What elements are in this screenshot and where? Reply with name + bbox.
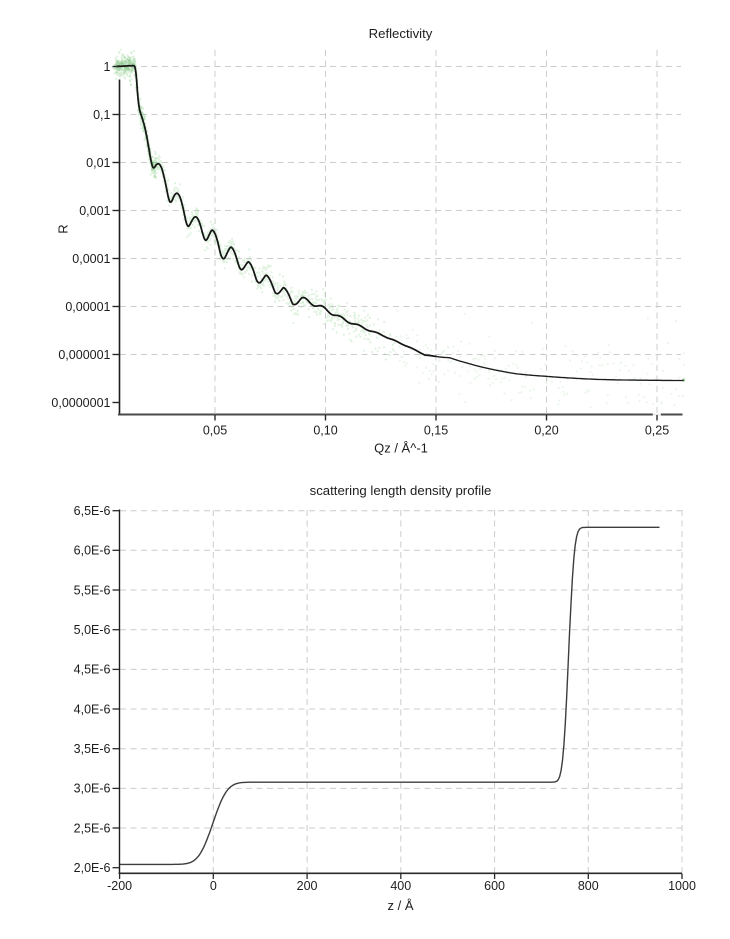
svg-text:600: 600 bbox=[484, 879, 505, 893]
svg-text:0,1: 0,1 bbox=[93, 108, 110, 122]
svg-text:Reflectivity: Reflectivity bbox=[369, 26, 433, 41]
svg-text:1: 1 bbox=[104, 60, 111, 74]
svg-text:z / Å: z / Å bbox=[387, 898, 413, 913]
svg-text:0,00001: 0,00001 bbox=[65, 300, 110, 314]
svg-text:R: R bbox=[56, 224, 71, 233]
svg-text:800: 800 bbox=[578, 879, 599, 893]
svg-text:200: 200 bbox=[297, 879, 318, 893]
svg-text:3,5E-6: 3,5E-6 bbox=[74, 742, 111, 756]
svg-text:3,0E-6: 3,0E-6 bbox=[74, 782, 111, 796]
svg-text:5,5E-6: 5,5E-6 bbox=[74, 583, 111, 597]
svg-text:Qz / Å^-1: Qz / Å^-1 bbox=[374, 441, 428, 456]
svg-text:0,10: 0,10 bbox=[313, 424, 337, 438]
svg-text:0,000001: 0,000001 bbox=[58, 348, 110, 362]
svg-text:1000: 1000 bbox=[668, 879, 696, 893]
svg-text:0,25: 0,25 bbox=[645, 424, 669, 438]
svg-text:2,5E-6: 2,5E-6 bbox=[74, 821, 111, 835]
svg-text:0,0000001: 0,0000001 bbox=[51, 396, 110, 410]
svg-text:0,05: 0,05 bbox=[203, 424, 227, 438]
svg-text:5,0E-6: 5,0E-6 bbox=[74, 623, 111, 637]
svg-text:0: 0 bbox=[210, 879, 217, 893]
svg-text:0,001: 0,001 bbox=[79, 204, 110, 218]
svg-text:0,0001: 0,0001 bbox=[72, 252, 110, 266]
svg-text:scattering length density prof: scattering length density profile bbox=[310, 483, 492, 498]
svg-text:0,01: 0,01 bbox=[86, 156, 110, 170]
svg-text:0,15: 0,15 bbox=[424, 424, 448, 438]
svg-text:0,20: 0,20 bbox=[534, 424, 558, 438]
svg-text:6,5E-6: 6,5E-6 bbox=[74, 504, 111, 518]
svg-text:4,5E-6: 4,5E-6 bbox=[74, 663, 111, 677]
svg-text:6,0E-6: 6,0E-6 bbox=[74, 544, 111, 558]
svg-text:400: 400 bbox=[390, 879, 411, 893]
svg-text:2,0E-6: 2,0E-6 bbox=[74, 861, 111, 875]
svg-text:-200: -200 bbox=[107, 879, 132, 893]
svg-text:4,0E-6: 4,0E-6 bbox=[74, 702, 111, 716]
